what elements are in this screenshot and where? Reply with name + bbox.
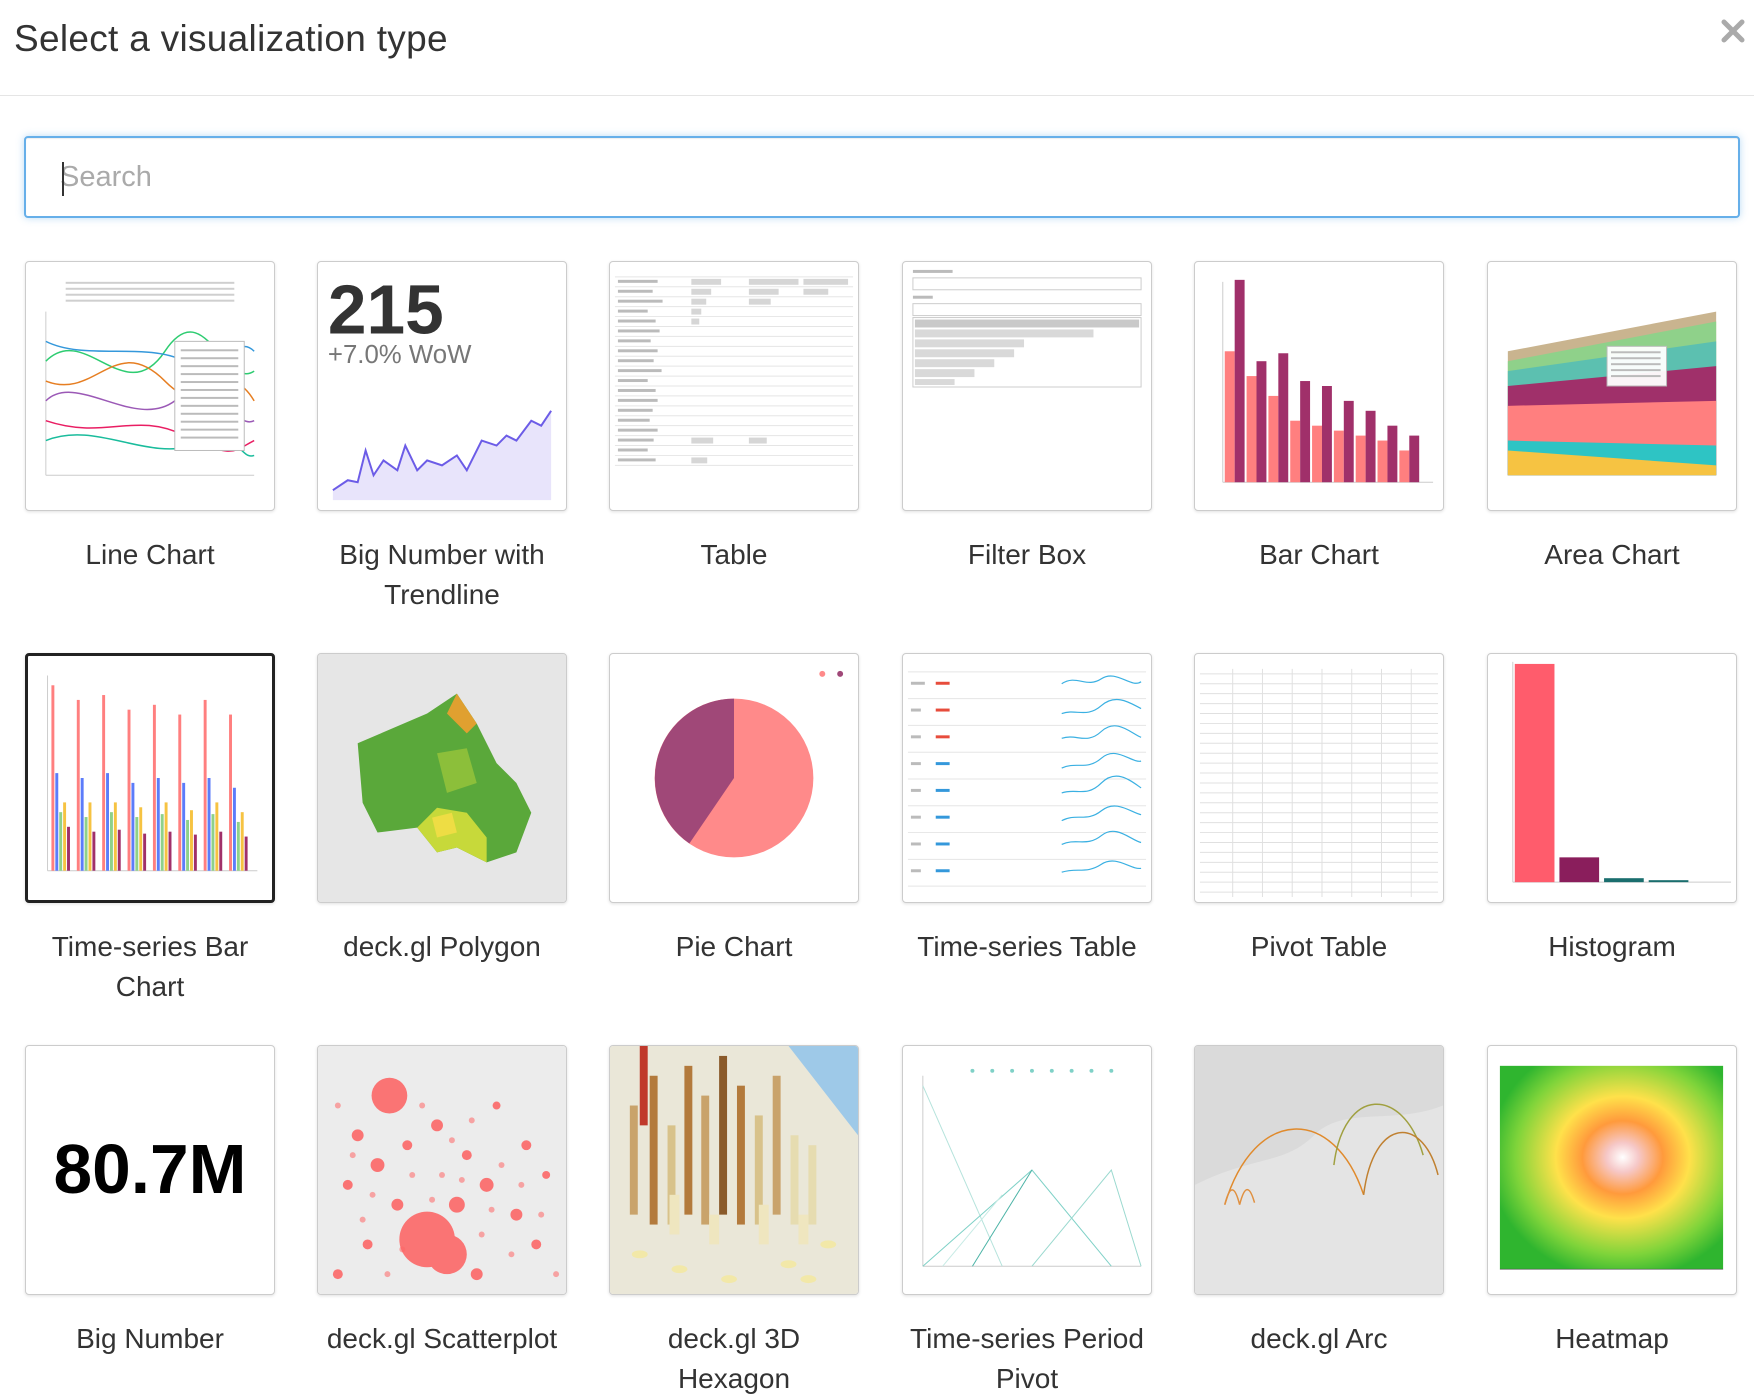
viz-tile-pie-chart[interactable]: Pie Chart: [609, 653, 859, 967]
text-caret: [62, 162, 64, 196]
viz-tile-big-number[interactable]: 80.7M Big Number: [25, 1045, 275, 1359]
filter-box-preview: [912, 269, 1142, 388]
tile-label: Time-series Bar Chart: [51, 931, 249, 1002]
line-chart-thumbnail: [25, 261, 275, 511]
time-series-table-preview: [907, 671, 1147, 887]
histogram-preview: [1512, 661, 1732, 883]
viz-tile-heatmap[interactable]: Heatmap: [1487, 1045, 1737, 1359]
tile-label: Time-series Period Pivot: [910, 1323, 1144, 1394]
tile-label: Bar Chart: [1259, 539, 1379, 570]
viz-tile-time-series-table[interactable]: Time-series Table: [902, 653, 1152, 967]
tile-label: Table: [700, 539, 768, 570]
time-series-period-pivot-thumbnail: [902, 1045, 1152, 1295]
time-series-bar-chart-preview: [47, 675, 258, 872]
viz-tile-deckgl-polygon[interactable]: deck.gl Polygon: [317, 653, 567, 967]
viz-tile-time-series-period-pivot[interactable]: Time-series Period Pivot: [902, 1045, 1152, 1399]
tile-label: Big Number with Trendline: [339, 539, 545, 610]
tile-label: Filter Box: [967, 539, 1087, 570]
modal-title: Select a visualization type: [14, 18, 448, 59]
viz-tile-area-chart[interactable]: Area Chart: [1487, 261, 1737, 575]
viz-tile-deckgl-3d-hexagon[interactable]: deck.gl 3D Hexagon: [609, 1045, 859, 1399]
viz-tile-line-chart[interactable]: Line Chart: [25, 261, 275, 575]
modal-header: Select a visualization type: [0, 0, 1754, 96]
tile-label: Area Chart: [1544, 539, 1680, 570]
big-number-value: 80.7M: [54, 1130, 247, 1208]
viz-tile-big-number-trendline[interactable]: 215 +7.0% WoW Big Number with Trendline: [317, 261, 567, 615]
heatmap-thumbnail: [1487, 1045, 1737, 1295]
tile-label: deck.gl 3D Hexagon: [667, 1323, 801, 1394]
tile-label: Pivot Table: [1250, 931, 1388, 962]
tile-label: deck.gl Arc: [1250, 1323, 1388, 1354]
viz-tile-bar-chart[interactable]: Bar Chart: [1194, 261, 1444, 575]
search-box: [24, 136, 1740, 218]
close-icon[interactable]: [1716, 14, 1750, 48]
tile-label: Line Chart: [85, 539, 215, 570]
big-number-preview: 80.7M: [54, 1130, 247, 1208]
pivot-table-thumbnail: [1194, 653, 1444, 903]
deckgl-3d-hexagon-thumbnail: [609, 1045, 859, 1295]
tile-label: Heatmap: [1555, 1323, 1669, 1354]
big-number-trendline-thumbnail: 215 +7.0% WoW: [317, 261, 567, 511]
big-number-subtext: +7.0% WoW: [328, 341, 472, 369]
table-preview: [614, 276, 854, 466]
table-thumbnail: [609, 261, 859, 511]
histogram-thumbnail: [1487, 653, 1737, 903]
tile-label: Big Number: [76, 1323, 224, 1354]
big-number-thumbnail: 80.7M: [25, 1045, 275, 1295]
tile-label: Histogram: [1548, 931, 1676, 962]
pie-chart-thumbnail: [609, 653, 859, 903]
filter-box-thumbnail: [902, 261, 1152, 511]
pivot-table-preview: [1199, 668, 1439, 898]
bar-chart-preview: [1222, 279, 1434, 483]
deckgl-scatterplot-thumbnail: [317, 1045, 567, 1295]
area-chart-preview: [1507, 311, 1717, 476]
viz-tile-deckgl-scatterplot[interactable]: deck.gl Scatterplot: [317, 1045, 567, 1359]
time-series-period-pivot-preview: [922, 1068, 1142, 1267]
time-series-table-thumbnail: [902, 653, 1152, 903]
deckgl-3d-hexagon-preview: [610, 1046, 858, 1294]
tile-label: deck.gl Scatterplot: [326, 1323, 558, 1354]
tile-label: Time-series Table: [917, 931, 1137, 962]
viz-tile-pivot-table[interactable]: Pivot Table: [1194, 653, 1444, 967]
search-input[interactable]: [26, 138, 1738, 216]
bar-chart-thumbnail: [1194, 261, 1444, 511]
deckgl-scatterplot-preview: [318, 1046, 566, 1294]
viz-tile-deckgl-arc[interactable]: deck.gl Arc: [1194, 1045, 1444, 1359]
line-chart-preview: [45, 281, 255, 476]
heatmap-preview: [1499, 1065, 1724, 1270]
deckgl-polygon-thumbnail: [317, 653, 567, 903]
viz-tile-histogram[interactable]: Histogram: [1487, 653, 1737, 967]
big-number-trendline-preview: 215 +7.0% WoW: [328, 270, 552, 501]
area-chart-thumbnail: [1487, 261, 1737, 511]
deckgl-arc-preview: [1195, 1046, 1443, 1294]
tile-label: Pie Chart: [675, 931, 793, 962]
viz-tile-table[interactable]: Table: [609, 261, 859, 575]
viz-tile-filter-box[interactable]: Filter Box: [902, 261, 1152, 575]
pie-chart-preview: [654, 670, 844, 858]
deckgl-arc-thumbnail: [1194, 1045, 1444, 1295]
big-number-value: 215: [328, 270, 444, 348]
time-series-bar-chart-thumbnail: [25, 653, 275, 903]
tile-label: deck.gl Polygon: [343, 931, 541, 962]
viz-tile-time-series-bar-chart[interactable]: Time-series Bar Chart: [25, 653, 275, 1007]
deckgl-polygon-preview: [318, 654, 566, 902]
